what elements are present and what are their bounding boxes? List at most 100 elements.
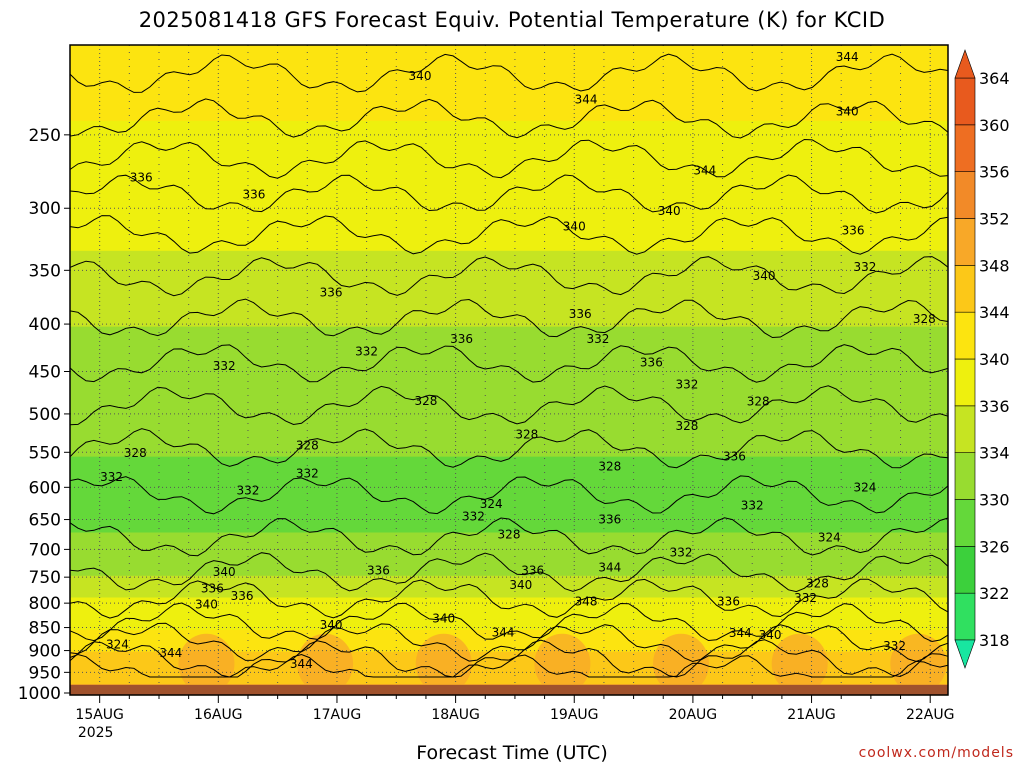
field-band — [70, 326, 948, 339]
y-tick-label: 450 — [29, 362, 61, 382]
contour-label: 336 — [569, 307, 592, 321]
field-band — [70, 597, 948, 609]
x-axis-title: Forecast Time (UTC) — [416, 742, 608, 764]
contour-line — [69, 602, 949, 643]
contour-label: 336 — [450, 332, 473, 346]
field-band — [70, 370, 948, 382]
contour-label: 332 — [883, 639, 906, 653]
field-band — [70, 348, 948, 360]
field-band — [70, 424, 948, 436]
contour-lines — [69, 53, 949, 678]
y-tick-label: 350 — [29, 261, 61, 281]
field-band — [70, 196, 948, 209]
field-band — [70, 651, 948, 664]
y-tick-label: 1000 — [18, 684, 61, 704]
field-band — [70, 240, 948, 252]
contour-label: 332 — [670, 545, 693, 559]
contour-label: 332 — [237, 484, 260, 498]
colorbar: 318 322 326 330 334 336 340 344 348 352 356 360 364 — [954, 49, 1010, 669]
colorbar-label: 326 — [979, 537, 1010, 556]
contour-label: 332 — [462, 509, 485, 523]
contour-label: 340 — [432, 611, 455, 625]
field-band — [70, 45, 948, 57]
contour-label: 324 — [853, 480, 876, 494]
contour-label: 344 — [836, 50, 859, 64]
field-band — [70, 575, 948, 588]
contour-label: 328 — [806, 577, 829, 591]
contour-label: 324 — [106, 638, 129, 652]
contour-line — [69, 639, 949, 678]
field-band — [70, 521, 948, 534]
x-tick-label: 18AUG — [431, 707, 480, 723]
contour-label: 332 — [100, 470, 123, 484]
field-band — [70, 359, 948, 371]
field-band — [70, 467, 948, 479]
colorbar-bin — [954, 452, 976, 500]
contour-label: 340 — [836, 105, 859, 119]
colorbar-label: 360 — [979, 116, 1010, 135]
contour-label: 340 — [759, 628, 782, 642]
x-tick-label: 22AUG — [906, 707, 955, 723]
contour-label: 340 — [658, 204, 681, 218]
field-band — [70, 456, 948, 469]
contour-line — [69, 475, 949, 515]
contour-label: 328 — [124, 446, 147, 460]
field-band — [70, 294, 948, 306]
contour-label: 336 — [640, 355, 663, 369]
field-band — [70, 435, 948, 447]
x-axis: 15AUG 2025 16AUG 17AUG 18AUG 19AUG 20AUG 21AUG 2… — [75, 695, 954, 741]
colorbar-bin — [954, 592, 976, 641]
contour-label: 332 — [741, 499, 764, 513]
contour-label: 336 — [231, 589, 254, 603]
contour-label: 336 — [367, 564, 390, 578]
field-band — [70, 250, 948, 263]
field-band — [70, 218, 948, 230]
chart-title: 2025081418 GFS Forecast Equiv. Potential… — [138, 8, 886, 32]
warm-blob — [771, 633, 828, 694]
field-band — [70, 619, 948, 631]
field-band — [70, 66, 948, 79]
contour-line — [69, 53, 949, 93]
contour-line — [69, 174, 949, 214]
y-axis: 250 300 350 400 450 500 550 600 650 700 750 800 850 9… — [18, 126, 70, 704]
x-tick-label: 17AUG — [313, 707, 362, 723]
y-tick-label: 300 — [29, 199, 61, 219]
contour-label: 336 — [717, 595, 740, 609]
credit-text: coolwx.com/models — [858, 745, 1014, 761]
field-band — [70, 207, 948, 219]
y-tick-label: 600 — [29, 478, 61, 498]
contour-label: 328 — [598, 460, 621, 474]
colorbar-bin — [954, 358, 976, 407]
contour-label: 340 — [320, 618, 343, 632]
y-tick-label: 850 — [29, 619, 61, 639]
colorbar-bin — [954, 499, 976, 547]
field-band — [70, 391, 948, 404]
field-band — [70, 229, 948, 241]
contour-label: 336 — [320, 286, 343, 300]
field-band — [70, 131, 948, 144]
contour-label: 336 — [130, 171, 153, 185]
contour-label: 336 — [598, 513, 621, 527]
contour-label: 328 — [498, 528, 521, 542]
colorbar-label: 318 — [979, 631, 1010, 650]
contour-label: 332 — [794, 591, 817, 605]
field-band — [70, 402, 948, 414]
colorbar-bin — [954, 405, 976, 453]
plot-frame — [69, 44, 949, 696]
contour-line — [69, 98, 949, 139]
warm-blob — [297, 633, 354, 694]
field-band — [70, 88, 948, 100]
contour-label: 344 — [598, 560, 621, 574]
field-band — [70, 153, 948, 165]
colorbar-label: 330 — [979, 491, 1010, 510]
field-band — [70, 272, 948, 284]
field-band — [70, 673, 948, 685]
field-band — [70, 532, 948, 544]
contour-label: 336 — [842, 223, 865, 237]
contour-label: 336 — [723, 450, 746, 464]
colorbar-label: 336 — [979, 397, 1010, 416]
contour-line — [69, 215, 949, 255]
colorbar-label: 334 — [979, 444, 1010, 463]
field-band — [70, 110, 948, 122]
